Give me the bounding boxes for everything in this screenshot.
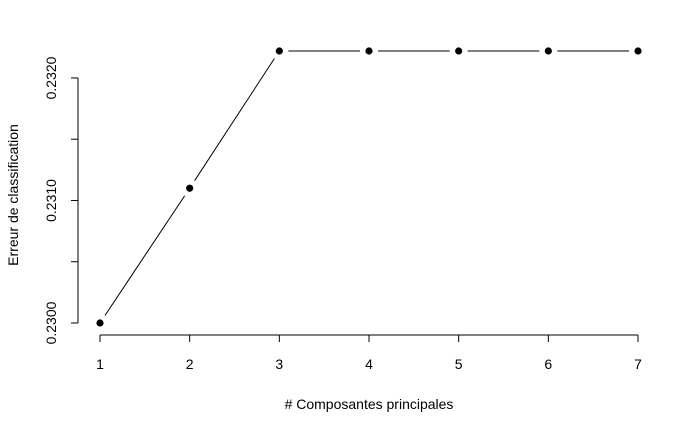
y-tick-label: 0.2300 bbox=[43, 301, 59, 344]
data-point bbox=[365, 47, 373, 55]
y-axis-title: Erreur de classification bbox=[5, 124, 21, 266]
data-point bbox=[96, 319, 104, 327]
series-layer bbox=[96, 47, 642, 327]
data-point bbox=[455, 47, 463, 55]
x-axis-title: # Composantes principales bbox=[285, 396, 454, 412]
x-tick-label: 7 bbox=[634, 356, 642, 372]
x-tick-label: 6 bbox=[544, 356, 552, 372]
x-tick-label: 4 bbox=[365, 356, 373, 372]
x-tick-label: 5 bbox=[455, 356, 463, 372]
y-tick-label: 0.2310 bbox=[43, 179, 59, 222]
series-line-segment bbox=[194, 58, 275, 181]
data-point bbox=[275, 47, 283, 55]
x-tick-label: 1 bbox=[96, 356, 104, 372]
x-tick-label: 3 bbox=[275, 356, 283, 372]
series-line-segment bbox=[104, 195, 186, 316]
x-tick-label: 2 bbox=[186, 356, 194, 372]
y-tick-label: 0.2320 bbox=[43, 56, 59, 99]
data-point bbox=[544, 47, 552, 55]
axes: 1 2 3 4 5 6 7 0.2300 0.2310 0.2320 bbox=[43, 56, 642, 372]
data-point bbox=[634, 47, 642, 55]
data-point bbox=[186, 184, 194, 192]
